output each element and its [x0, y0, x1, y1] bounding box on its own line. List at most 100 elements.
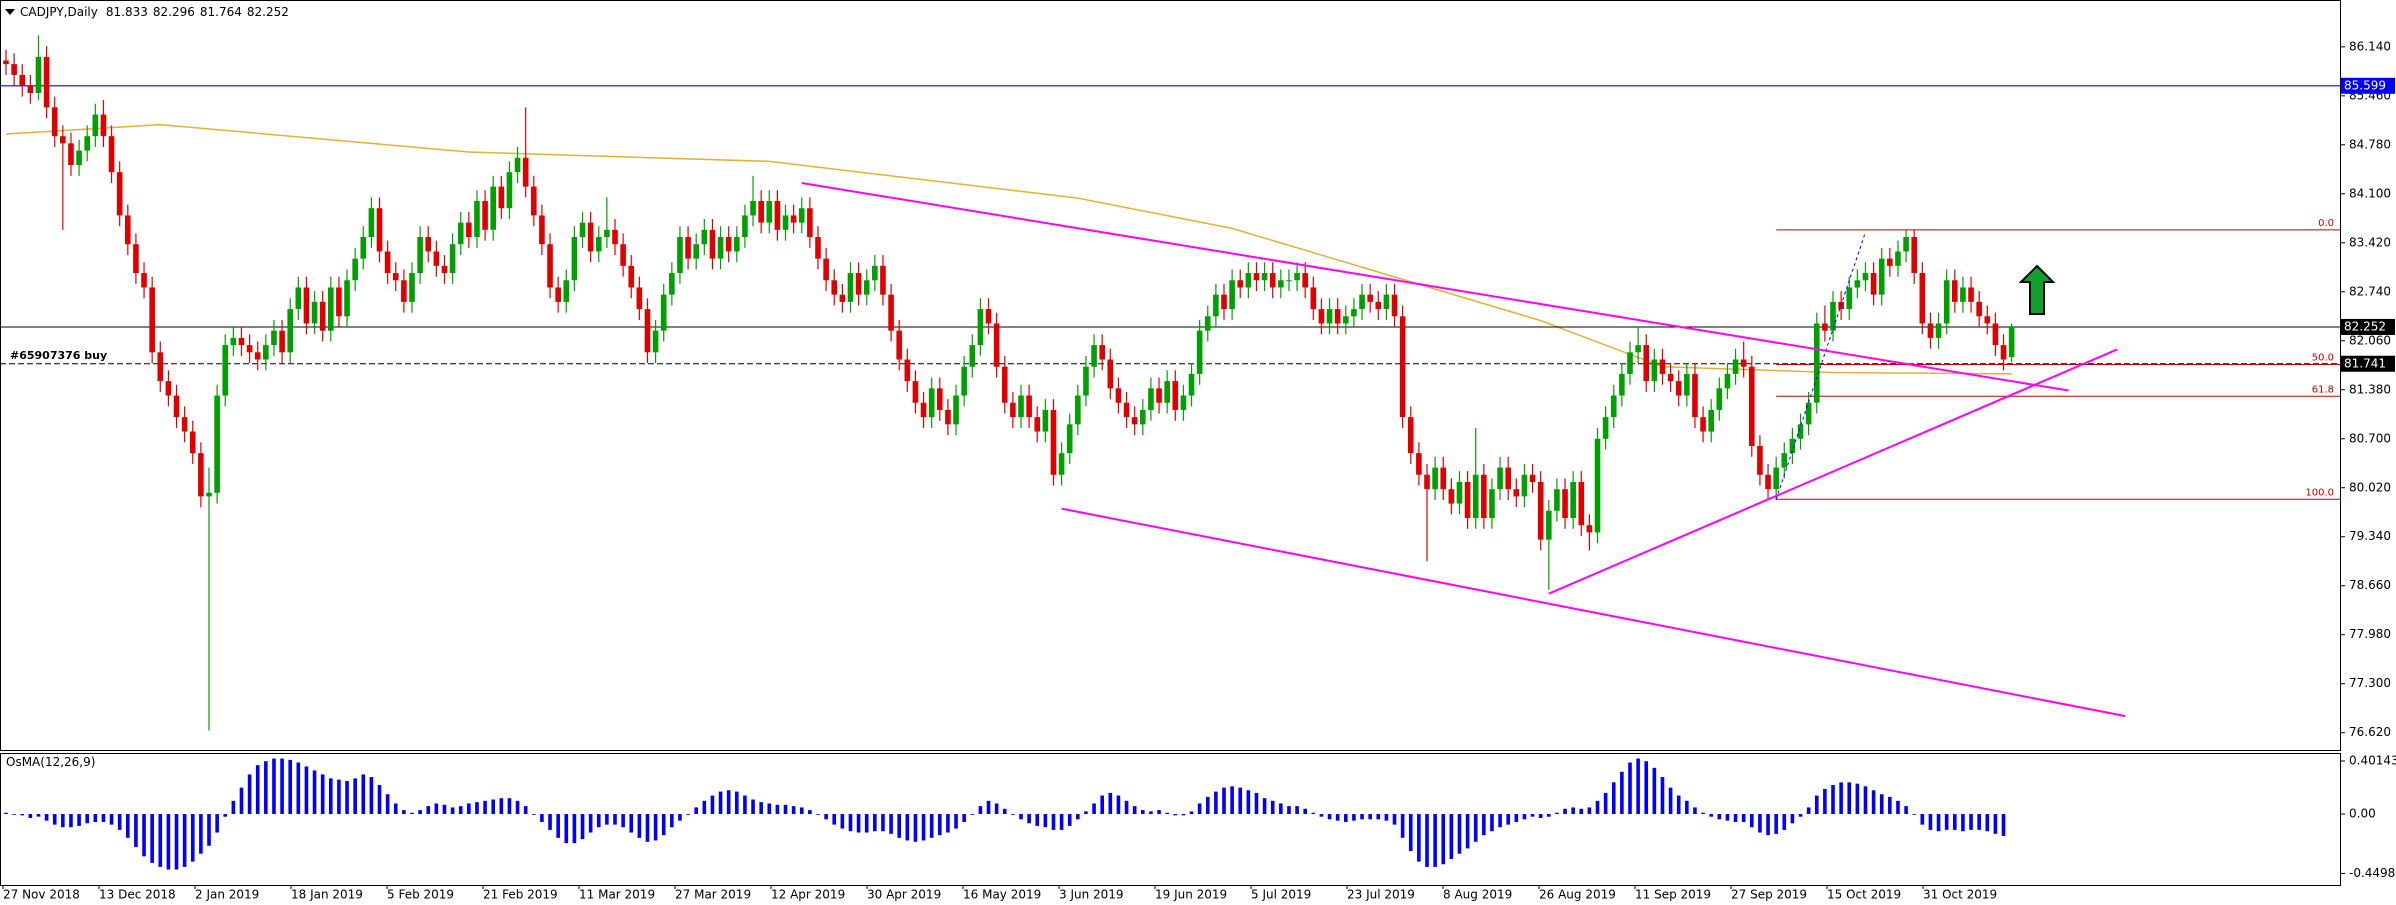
candle-body	[1456, 481, 1463, 504]
osma-bar	[1831, 784, 1835, 815]
candle-body	[1968, 287, 1974, 302]
candle-body	[563, 280, 570, 302]
candle-body	[108, 136, 115, 173]
osma-bar	[410, 812, 414, 815]
osma-bar	[767, 803, 772, 815]
candle-body	[1505, 467, 1511, 490]
osma-bar	[840, 814, 845, 829]
x-tick-label: 27 Sep 2019	[1731, 888, 1807, 902]
candle-body	[92, 114, 99, 137]
osma-bar	[718, 791, 723, 815]
candle-body	[1732, 359, 1739, 374]
candle-body	[790, 215, 797, 223]
candle-body	[1196, 330, 1203, 374]
osma-bar	[1222, 787, 1226, 815]
candle-body	[823, 258, 829, 281]
candle-body	[953, 395, 959, 425]
candle-body	[157, 352, 164, 382]
osma-bar	[824, 814, 828, 820]
osma-bar	[1303, 808, 1307, 815]
candle-body	[1318, 309, 1325, 324]
osma-bar	[353, 778, 357, 815]
candle-body	[116, 172, 123, 216]
candle-body	[1310, 287, 1317, 310]
osma-bar	[556, 814, 560, 838]
osma-bar	[1019, 814, 1023, 820]
osma-bar	[1368, 814, 1372, 820]
candle-body	[1334, 309, 1341, 324]
osma-bar	[929, 814, 934, 838]
candle-body	[1830, 301, 1836, 331]
candle-body	[1001, 366, 1008, 403]
osma-bar	[1165, 812, 1169, 815]
osma-bar	[1693, 807, 1697, 815]
candle-body	[547, 244, 553, 288]
osma-bar	[1116, 795, 1121, 815]
osma-bar	[1149, 811, 1153, 815]
order-price-label: 81.741	[2344, 356, 2386, 370]
osma-bar	[475, 802, 479, 815]
osma-bar	[1246, 790, 1251, 815]
osma-bar	[532, 814, 536, 815]
candle-body	[133, 244, 139, 274]
up-arrow	[2018, 264, 2056, 315]
candle-body	[693, 244, 699, 259]
osma-tick-label: 0.00	[2349, 807, 2376, 821]
candle-body	[701, 229, 708, 245]
osma-bar	[320, 774, 325, 815]
osma-bar	[759, 802, 763, 815]
osma-bar	[1571, 807, 1575, 815]
y-tick-label: 82.740	[2349, 284, 2391, 298]
candle-body	[1245, 273, 1252, 288]
x-tick-label: 27 Mar 2019	[675, 888, 751, 902]
osma-bar	[1969, 814, 1973, 830]
order-price-box	[2341, 355, 2395, 372]
indicator-panel	[0, 753, 2341, 886]
trendline	[1061, 507, 2126, 718]
candle-body	[1805, 402, 1812, 425]
candle-body	[1757, 445, 1763, 475]
osma-bar	[946, 814, 950, 833]
candle-body	[1692, 373, 1698, 418]
osma-tick-label: 0.40143	[2349, 754, 2396, 768]
candle-body	[311, 301, 318, 324]
candle-body	[1846, 287, 1853, 310]
candle-body	[904, 359, 911, 382]
osma-bar	[1676, 795, 1681, 815]
candle-body	[1140, 409, 1146, 425]
candle-body	[937, 388, 943, 410]
candle-body	[612, 229, 618, 245]
candle-body	[68, 143, 74, 165]
x-tick-label: 13 Dec 2018	[99, 888, 176, 902]
x-tick-label: 31 Oct 2019	[1923, 888, 1997, 902]
osma-bar	[702, 800, 707, 815]
osma-bar	[4, 812, 8, 815]
osma-bar	[1376, 814, 1381, 820]
osma-bar	[1205, 796, 1210, 815]
candle-body	[328, 287, 334, 331]
osma-bar	[986, 800, 991, 815]
candle-body	[993, 323, 1000, 367]
x-tick-label: 3 Jun 2019	[1059, 888, 1124, 902]
osma-bar	[1701, 812, 1705, 815]
osma-bar	[1750, 814, 1754, 828]
main-panel	[0, 0, 2341, 751]
candle-body	[1529, 474, 1536, 482]
candle-body	[1797, 424, 1804, 439]
candle-body	[417, 237, 423, 274]
osma-bar	[1953, 814, 1957, 830]
candle-body	[1562, 489, 1568, 519]
candle-body	[1740, 359, 1747, 367]
candle-body	[1976, 301, 1982, 317]
x-tick-label: 5 Jul 2019	[1251, 888, 1311, 902]
osma-bar	[1920, 814, 1925, 825]
osma-bar	[1888, 796, 1892, 815]
osma-bar	[1652, 767, 1657, 815]
y-tick-label: 76.620	[2349, 725, 2391, 739]
candle-body	[401, 280, 407, 302]
candle-body	[449, 244, 456, 274]
osma-bar	[905, 814, 910, 841]
candle-body	[1148, 388, 1154, 410]
candle-body	[522, 157, 529, 187]
candle-body	[1789, 438, 1796, 454]
